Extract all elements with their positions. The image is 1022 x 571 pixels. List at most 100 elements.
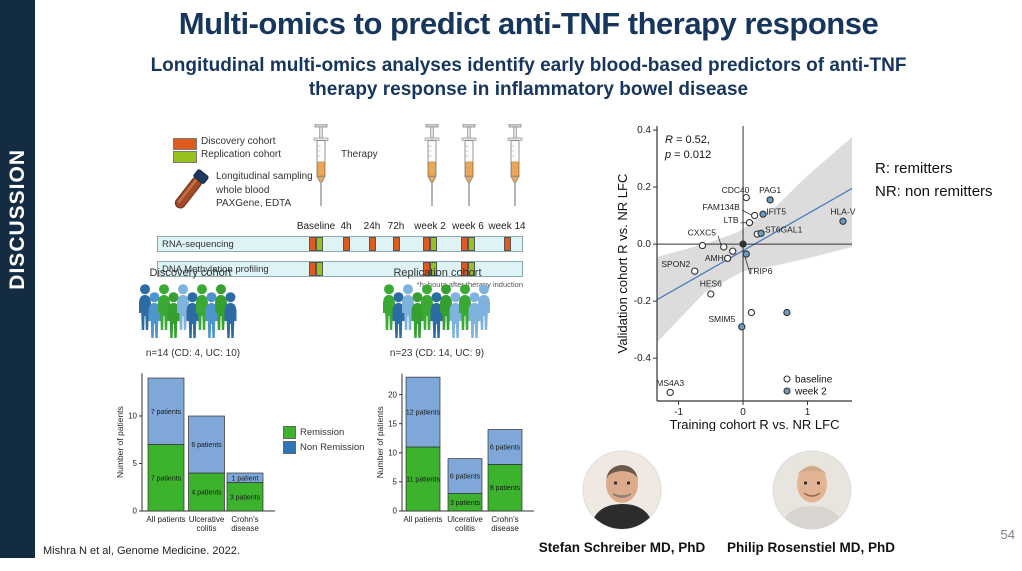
non-remission-swatch [283, 441, 296, 454]
replication-cohort-legend-label: Replication cohort [201, 149, 282, 160]
svg-text:SMIM5: SMIM5 [708, 314, 735, 324]
svg-text:Crohn's: Crohn's [491, 515, 518, 524]
subtitle-line-2: therapy response in inflammatory bowel d… [308, 78, 749, 100]
timepoint-label-4: week 2 [414, 221, 446, 232]
discovery-mark [423, 262, 430, 276]
svg-text:ST6GAL1: ST6GAL1 [765, 224, 803, 234]
discovery-mark [504, 237, 511, 251]
timepoint-label-1: 4h [340, 221, 352, 232]
svg-text:SPON2: SPON2 [661, 259, 690, 269]
timepoint-label-6: week 14 [488, 221, 526, 232]
replication-mark [430, 262, 437, 276]
discovery-bar-chart: 0 5 10 Number of patients 7 patients 7 patien… [112, 360, 364, 547]
sidebar-section-label: DISCUSSION [5, 148, 29, 290]
svg-text:disease: disease [231, 524, 259, 533]
rna-track-label: RNA-sequencing [162, 239, 234, 250]
svg-text:10: 10 [128, 412, 137, 421]
replication-cohort-crowd-icon [382, 282, 493, 349]
timepoint-label-2: 24h [363, 221, 381, 232]
svg-text:0: 0 [393, 507, 398, 516]
svg-text:FAM134B: FAM134B [703, 202, 741, 212]
page-title: Multi-omics to predict anti-TNF therapy … [178, 6, 879, 41]
svg-text:Crohn's: Crohn's [231, 515, 258, 524]
discovery-mark [423, 237, 430, 251]
svg-text:baseline: baseline [795, 375, 833, 386]
svg-text:Ulcerative: Ulcerative [447, 515, 483, 524]
svg-text:IFIT5: IFIT5 [766, 206, 786, 216]
svg-text:Validation cohort R vs. NR LFC: Validation cohort R vs. NR LFC [615, 174, 630, 354]
discovery-cohort-swatch [173, 138, 197, 150]
scatter-plot: CDC40 PAG1 FAM134B IFIT5 HLA-V LTB ST6GAL1 CXXC… [615, 116, 885, 436]
replication-mark [316, 237, 323, 251]
replication-mark [468, 237, 475, 251]
replication-cohort-n: n=23 (CD: 14, UC: 9) [389, 348, 485, 359]
remitters-note: R: remitters NR: non remitters [875, 160, 993, 200]
svg-text:p = 0.012: p = 0.012 [664, 149, 711, 161]
citation: Mishra N et al, Genome Medicine. 2022. [43, 545, 240, 557]
svg-text:4 patients: 4 patients [191, 490, 222, 497]
dna-methylation-track: DNA Methylation profiling [157, 261, 523, 277]
svg-text:colitis: colitis [455, 524, 475, 533]
discovery-mark [461, 237, 468, 251]
svg-text:7 patients: 7 patients [151, 409, 182, 416]
svg-text:PAG1: PAG1 [759, 185, 781, 195]
replication-mark [468, 262, 475, 276]
svg-text:AMH: AMH [705, 253, 724, 263]
note-line-1: R: remitters [875, 160, 953, 177]
page-number: 54 [1000, 527, 1015, 542]
syringe-icon-1 [422, 123, 442, 219]
replication-bar-chart: 0 5 10 15 20 Number of patients 11 patients 12 … [372, 360, 567, 547]
discovery-mark [393, 237, 400, 251]
svg-text:6 patients: 6 patients [191, 442, 222, 449]
svg-text:20: 20 [388, 390, 397, 399]
svg-text:TRIP6: TRIP6 [748, 266, 772, 276]
sampling-line-2: whole blood [216, 184, 270, 196]
svg-text:11 patients: 11 patients [406, 476, 440, 483]
discovery-mark [369, 237, 376, 251]
timepoint-label-5: week 6 [452, 221, 484, 232]
replication-mark [316, 262, 323, 276]
remission-swatch [283, 426, 296, 439]
svg-text:6 patients: 6 patients [450, 474, 481, 481]
replication-mark [430, 237, 437, 251]
discovery-cohort-n: n=14 (CD: 4, UC: 10) [145, 348, 241, 359]
discussion-sidebar: DISCUSSION [0, 0, 35, 558]
svg-text:-0.4: -0.4 [634, 353, 652, 364]
svg-text:6 patients: 6 patients [490, 444, 521, 451]
discovery-mark [343, 237, 350, 251]
svg-text:CDC40: CDC40 [722, 185, 750, 195]
svg-text:LTB: LTB [724, 215, 739, 225]
syringe-icon-3 [505, 123, 525, 219]
svg-text:0: 0 [740, 407, 746, 418]
svg-text:-1: -1 [674, 407, 683, 418]
remission-label: Remission [300, 427, 345, 438]
svg-text:-0.2: -0.2 [634, 296, 652, 307]
svg-text:15: 15 [388, 419, 397, 428]
svg-text:colitis: colitis [196, 524, 216, 533]
timepoint-label-0: Baseline [296, 221, 336, 232]
timeline-footnote: *h: hours after therapy induction [416, 280, 523, 289]
svg-text:week 2: week 2 [794, 387, 827, 398]
svg-text:10: 10 [388, 449, 397, 458]
svg-text:3 patients: 3 patients [450, 500, 481, 507]
svg-text:7 patients: 7 patients [151, 475, 182, 482]
page-subtitle: Longitudinal multi-omics analyses identi… [35, 54, 1022, 102]
replication-cohort-swatch [173, 151, 197, 163]
discovery-mark [309, 237, 316, 251]
note-line-2: NR: non remitters [875, 183, 993, 200]
svg-text:Number of patients: Number of patients [375, 406, 385, 478]
sampling-line-1: Longitudinal sampling [216, 171, 313, 182]
sampling-text: Longitudinal sampling whole blood PAXGen… [216, 170, 313, 211]
svg-text:MS4A3: MS4A3 [656, 378, 684, 388]
svg-text:3 patients: 3 patients [230, 494, 261, 501]
timepoint-label-3: 72h [387, 221, 405, 232]
syringe-icon-0 [311, 123, 331, 219]
svg-text:5: 5 [393, 478, 398, 487]
discovery-cohort-title: Discovery cohort [149, 267, 232, 279]
svg-text:Training cohort R vs. NR LFC: Training cohort R vs. NR LFC [669, 417, 839, 431]
replication-cohort-title: Replication cohort [393, 267, 482, 279]
discovery-mark [309, 262, 316, 276]
svg-text:HLA-V: HLA-V [830, 206, 855, 216]
svg-text:8 patients: 8 patients [490, 485, 521, 492]
